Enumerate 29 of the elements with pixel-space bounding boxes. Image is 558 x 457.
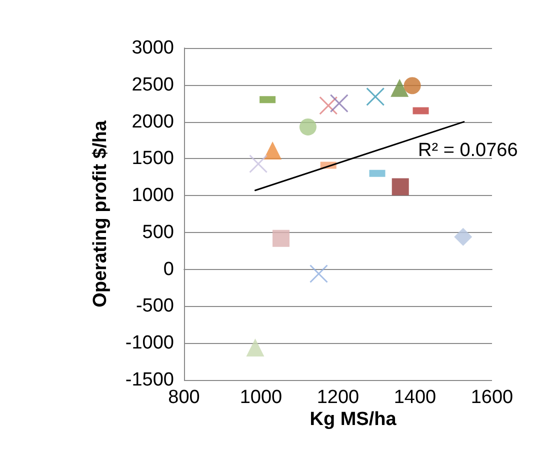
y-tick-label: 2000 [132, 111, 174, 132]
x-tick-label: 1200 [316, 387, 360, 408]
point [404, 77, 421, 94]
x-tick-label: 1000 [240, 387, 282, 408]
point [310, 264, 328, 284]
point [299, 118, 316, 136]
point [272, 230, 290, 247]
y-tick-label: 3000 [132, 38, 174, 58]
y-tick-label: -1000 [125, 332, 174, 354]
point [319, 96, 338, 115]
point [246, 338, 264, 357]
point [366, 87, 385, 106]
y-tick-label: 1000 [132, 185, 174, 206]
y-tick-label: 1500 [132, 148, 174, 170]
point [454, 228, 472, 246]
y-tick-label: 500 [142, 222, 174, 243]
y-tick-label: 2500 [132, 74, 174, 96]
point [264, 142, 282, 160]
y-tick-label: -500 [136, 296, 174, 317]
y-tick-label: 0 [163, 258, 174, 280]
x-tick-label: 1600 [470, 387, 514, 408]
x-tick-label: 1400 [394, 387, 436, 408]
y-axis-title: Operating profit $/ha [90, 120, 111, 308]
x-axis-title: Kg MS/ha [310, 409, 397, 430]
point [392, 178, 409, 196]
point [249, 154, 268, 174]
point [330, 94, 348, 113]
annotation: R² = 0.0766 [418, 140, 518, 161]
point [390, 78, 409, 97]
